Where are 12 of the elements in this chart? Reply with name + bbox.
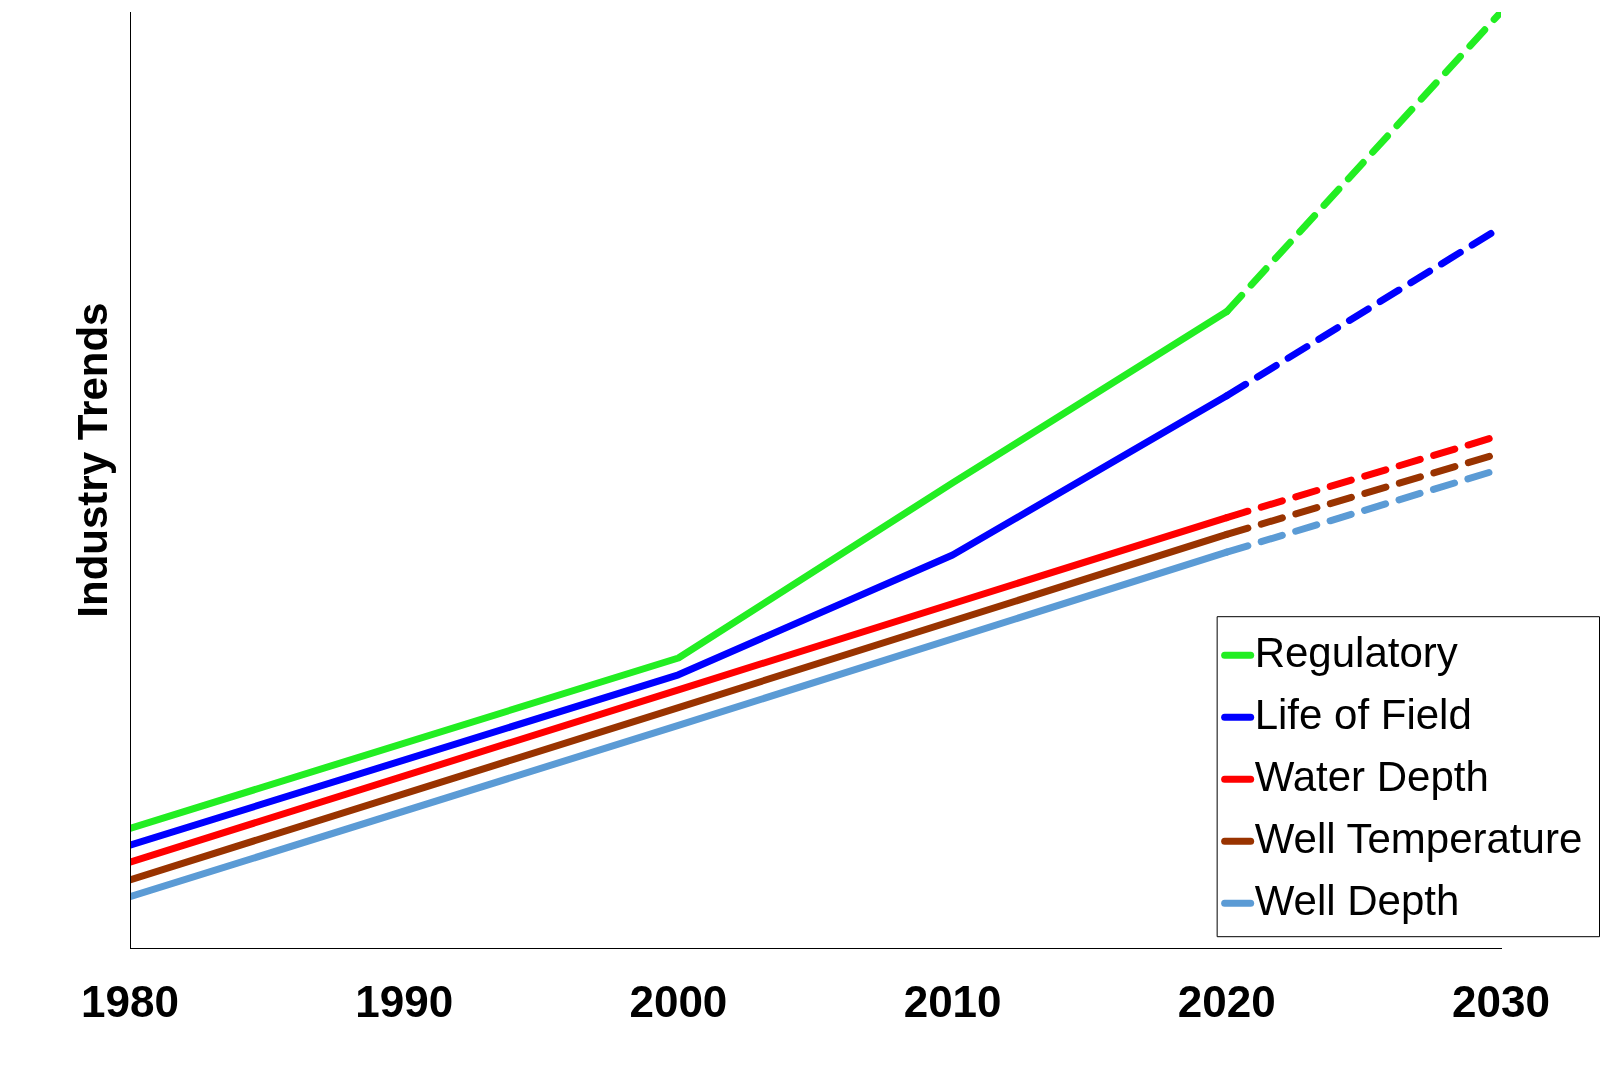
x-tick-label: 2000 [629, 976, 728, 1026]
legend-label: Water Depth [1254, 752, 1489, 800]
legend-label: Regulatory [1254, 628, 1458, 676]
legend-label: Well Depth [1254, 876, 1460, 924]
x-tick-label: 2020 [1177, 976, 1276, 1026]
legend-label: Well Temperature [1254, 814, 1583, 862]
x-tick-label: 1980 [81, 976, 179, 1026]
x-tick-label: 1990 [355, 976, 454, 1026]
legend-label: Life of Field [1254, 690, 1472, 738]
y-axis-title: Industry Trends [68, 302, 116, 618]
x-tick-label: 2030 [1452, 976, 1550, 1026]
x-tick-label: 2010 [903, 976, 1002, 1026]
